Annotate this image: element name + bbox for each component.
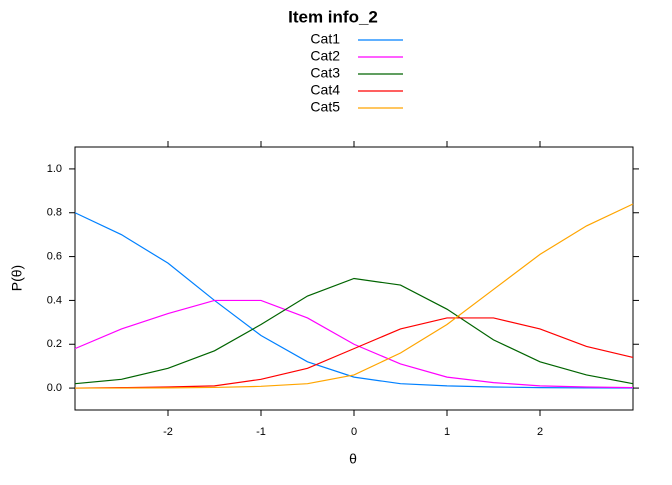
x-tick-label: -2	[163, 426, 173, 438]
chart-title: Item info_2	[288, 7, 378, 26]
y-tick-label: 0.2	[47, 338, 62, 350]
legend-label: Cat3	[310, 65, 340, 81]
y-tick-label: 0.6	[47, 250, 62, 262]
y-axis-label: P(θ)	[9, 265, 25, 291]
legend-label: Cat5	[310, 99, 340, 115]
x-tick-label: -1	[256, 426, 266, 438]
x-tick-label: 1	[444, 426, 450, 438]
legend-label: Cat4	[310, 82, 340, 98]
x-tick-label: 2	[537, 426, 543, 438]
series-line	[75, 203, 634, 389]
y-tick-label: 0.0	[47, 382, 62, 394]
x-axis-label: θ	[349, 451, 357, 467]
x-tick-label: 0	[351, 426, 357, 438]
y-tick-label: 0.4	[47, 294, 62, 306]
series-line	[74, 299, 634, 389]
series-line	[74, 317, 634, 389]
legend-label: Cat2	[310, 48, 340, 64]
series-line	[74, 212, 634, 389]
legend-label: Cat1	[310, 31, 340, 47]
y-tick-label: 1.0	[47, 163, 62, 175]
y-tick-label: 0.8	[47, 207, 62, 219]
series-line	[74, 277, 634, 385]
